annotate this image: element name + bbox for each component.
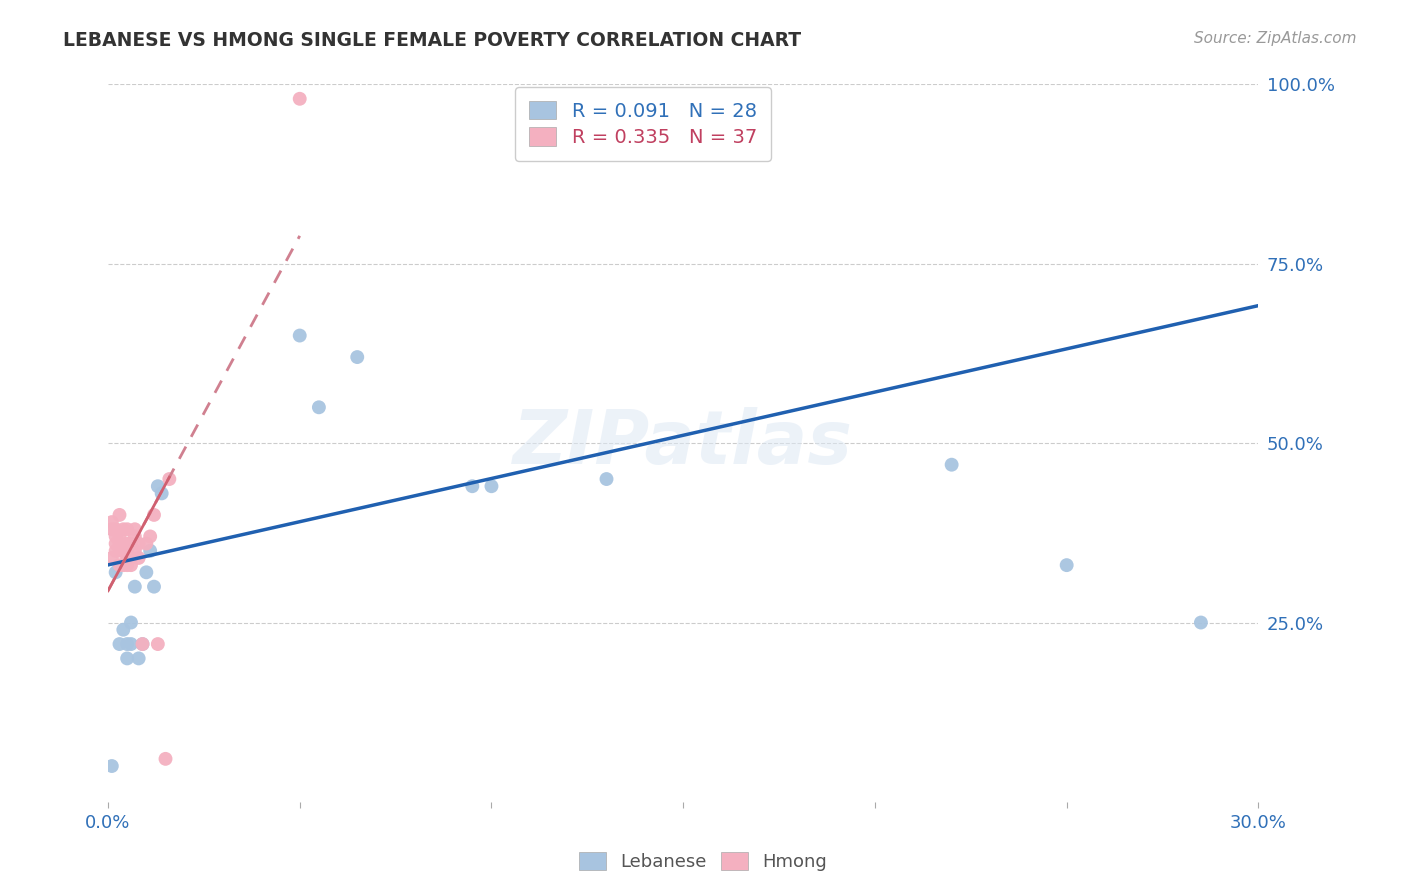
Point (941, 458, 963, 472)
Point (112, 623, 135, 637)
Point (120, 637, 142, 651)
Point (104, 529, 127, 543)
Point (112, 543, 135, 558)
Point (124, 529, 146, 543)
Point (614, 99, 637, 113)
Point (146, 479, 169, 493)
Point (115, 551, 138, 566)
Point (634, 92, 657, 106)
Point (115, 536, 138, 550)
Point (112, 558, 135, 573)
Point (108, 536, 131, 550)
Point (120, 615, 142, 630)
Point (108, 543, 131, 558)
Point (124, 543, 146, 558)
Point (104, 543, 127, 558)
Point (1189, 615, 1212, 630)
Text: Source: ZipAtlas.com: Source: ZipAtlas.com (1194, 31, 1357, 46)
Point (135, 566, 157, 580)
Point (115, 651, 138, 665)
Point (120, 551, 142, 566)
Point (128, 551, 150, 566)
Point (346, 350, 368, 364)
Text: LEBANESE VS HMONG SINGLE FEMALE POVERTY CORRELATION CHART: LEBANESE VS HMONG SINGLE FEMALE POVERTY … (63, 31, 801, 50)
Point (115, 558, 138, 573)
Legend: R = 0.091   N = 28, R = 0.335   N = 37: R = 0.091 N = 28, R = 0.335 N = 37 (516, 87, 770, 161)
Point (652, 99, 675, 113)
Point (1056, 558, 1078, 573)
Text: ZIPatlas: ZIPatlas (513, 407, 853, 480)
Point (120, 536, 142, 550)
Point (135, 536, 157, 550)
Point (108, 508, 131, 522)
Point (112, 543, 135, 558)
Point (101, 551, 124, 566)
Point (101, 522, 124, 536)
Point (115, 637, 138, 651)
Point (124, 522, 146, 536)
Point (101, 759, 124, 773)
Point (115, 522, 138, 536)
Point (101, 515, 124, 529)
Point (131, 637, 153, 651)
Point (595, 472, 617, 486)
Point (288, 92, 311, 106)
Point (112, 522, 135, 536)
Point (139, 543, 162, 558)
Point (481, 479, 503, 493)
Point (157, 472, 180, 486)
Point (146, 637, 169, 651)
Point (124, 580, 146, 594)
Point (108, 637, 131, 651)
Point (308, 401, 330, 415)
Point (150, 486, 173, 500)
Point (108, 558, 131, 573)
Legend: Lebanese, Hmong: Lebanese, Hmong (571, 846, 835, 879)
Point (143, 580, 166, 594)
Point (120, 558, 142, 573)
Point (143, 508, 166, 522)
Point (131, 637, 153, 651)
Point (288, 328, 311, 343)
Point (128, 536, 150, 550)
Point (104, 522, 127, 536)
Point (104, 536, 127, 550)
Point (115, 543, 138, 558)
Point (155, 752, 177, 766)
Point (461, 479, 484, 493)
Point (128, 651, 150, 665)
Point (104, 566, 127, 580)
Point (108, 529, 131, 543)
Point (139, 529, 162, 543)
